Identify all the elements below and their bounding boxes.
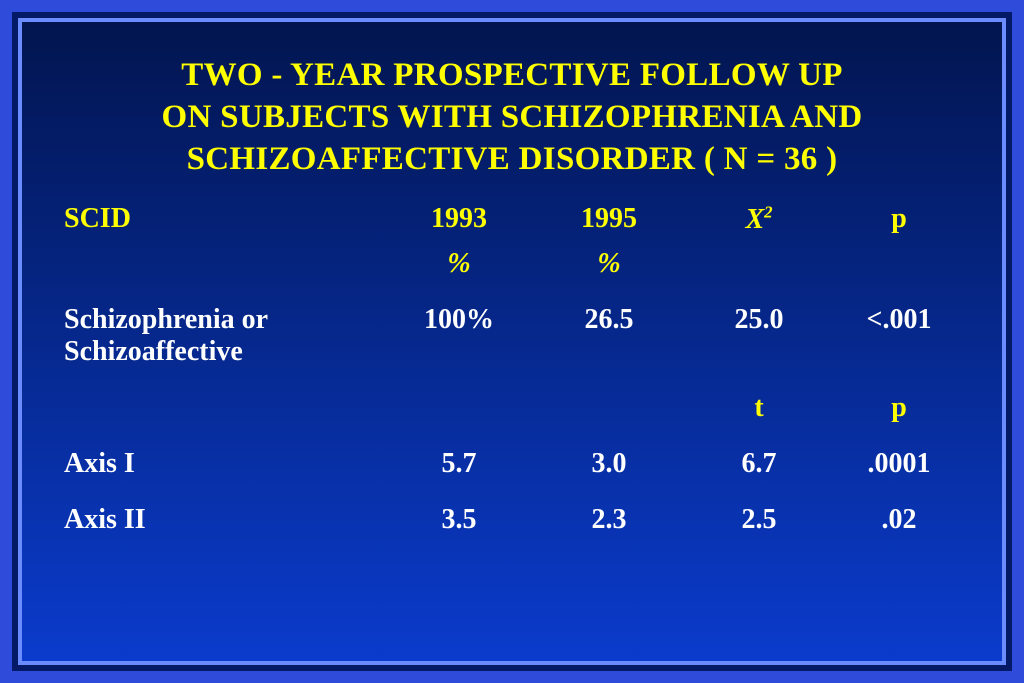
row2-p: .0001 <box>834 424 964 480</box>
row1-1995: 26.5 <box>534 280 684 368</box>
slide-outer-frame: TWO - YEAR PROSPECTIVE FOLLOW UP ON SUBJ… <box>0 0 1024 683</box>
subheader2-p: p <box>834 368 964 424</box>
title-line-3: SCHIZOAFFECTIVE DISORDER ( N = 36 ) <box>64 138 960 180</box>
col-header-scid: SCID <box>64 203 384 236</box>
title-line-2: ON SUBJECTS WITH SCHIZOPHRENIA AND <box>64 96 960 138</box>
subheader2-blank-2 <box>384 368 534 424</box>
col-header-chi2: X2 <box>684 203 834 236</box>
row3-1993: 3.5 <box>384 480 534 536</box>
row3-label: Axis II <box>64 480 384 536</box>
row1-label-line1: Schizophrenia or <box>64 304 268 335</box>
slide-body: TWO - YEAR PROSPECTIVE FOLLOW UP ON SUBJ… <box>22 22 1002 661</box>
row1-1993: 100% <box>384 280 534 368</box>
row2-1993: 5.7 <box>384 424 534 480</box>
row3-stat: 2.5 <box>684 480 834 536</box>
row1-label: Schizophrenia or Schizoaffective <box>64 280 384 368</box>
title-line-1: TWO - YEAR PROSPECTIVE FOLLOW UP <box>64 54 960 96</box>
col-header-1993: 1993 <box>384 203 534 236</box>
subheader-pct-1995: % <box>534 236 684 280</box>
subheader2-blank-1 <box>64 368 384 424</box>
col-header-1995: 1995 <box>534 203 684 236</box>
subheader-pct-1993: % <box>384 236 534 280</box>
subheader-blank-3 <box>834 236 964 280</box>
subheader-blank-2 <box>684 236 834 280</box>
row3-p: .02 <box>834 480 964 536</box>
row1-stat: 25.0 <box>684 280 834 368</box>
slide-inner-frame: TWO - YEAR PROSPECTIVE FOLLOW UP ON SUBJ… <box>18 18 1006 665</box>
row2-stat: 6.7 <box>684 424 834 480</box>
subheader2-blank-3 <box>534 368 684 424</box>
row2-1995: 3.0 <box>534 424 684 480</box>
slide-title: TWO - YEAR PROSPECTIVE FOLLOW UP ON SUBJ… <box>64 54 960 181</box>
row3-1995: 2.3 <box>534 480 684 536</box>
data-table: SCID 1993 1995 X2 p % % Schizophreni <box>64 203 960 641</box>
slide-mid-frame: TWO - YEAR PROSPECTIVE FOLLOW UP ON SUBJ… <box>12 12 1012 671</box>
row2-label: Axis I <box>64 424 384 480</box>
subheader2-t: t <box>684 368 834 424</box>
chi-symbol: X2 <box>745 204 772 235</box>
subheader-blank-1 <box>64 236 384 280</box>
row1-label-line2: Schizoaffective <box>64 336 243 367</box>
col-header-p: p <box>834 203 964 236</box>
row1-p: <.001 <box>834 280 964 368</box>
